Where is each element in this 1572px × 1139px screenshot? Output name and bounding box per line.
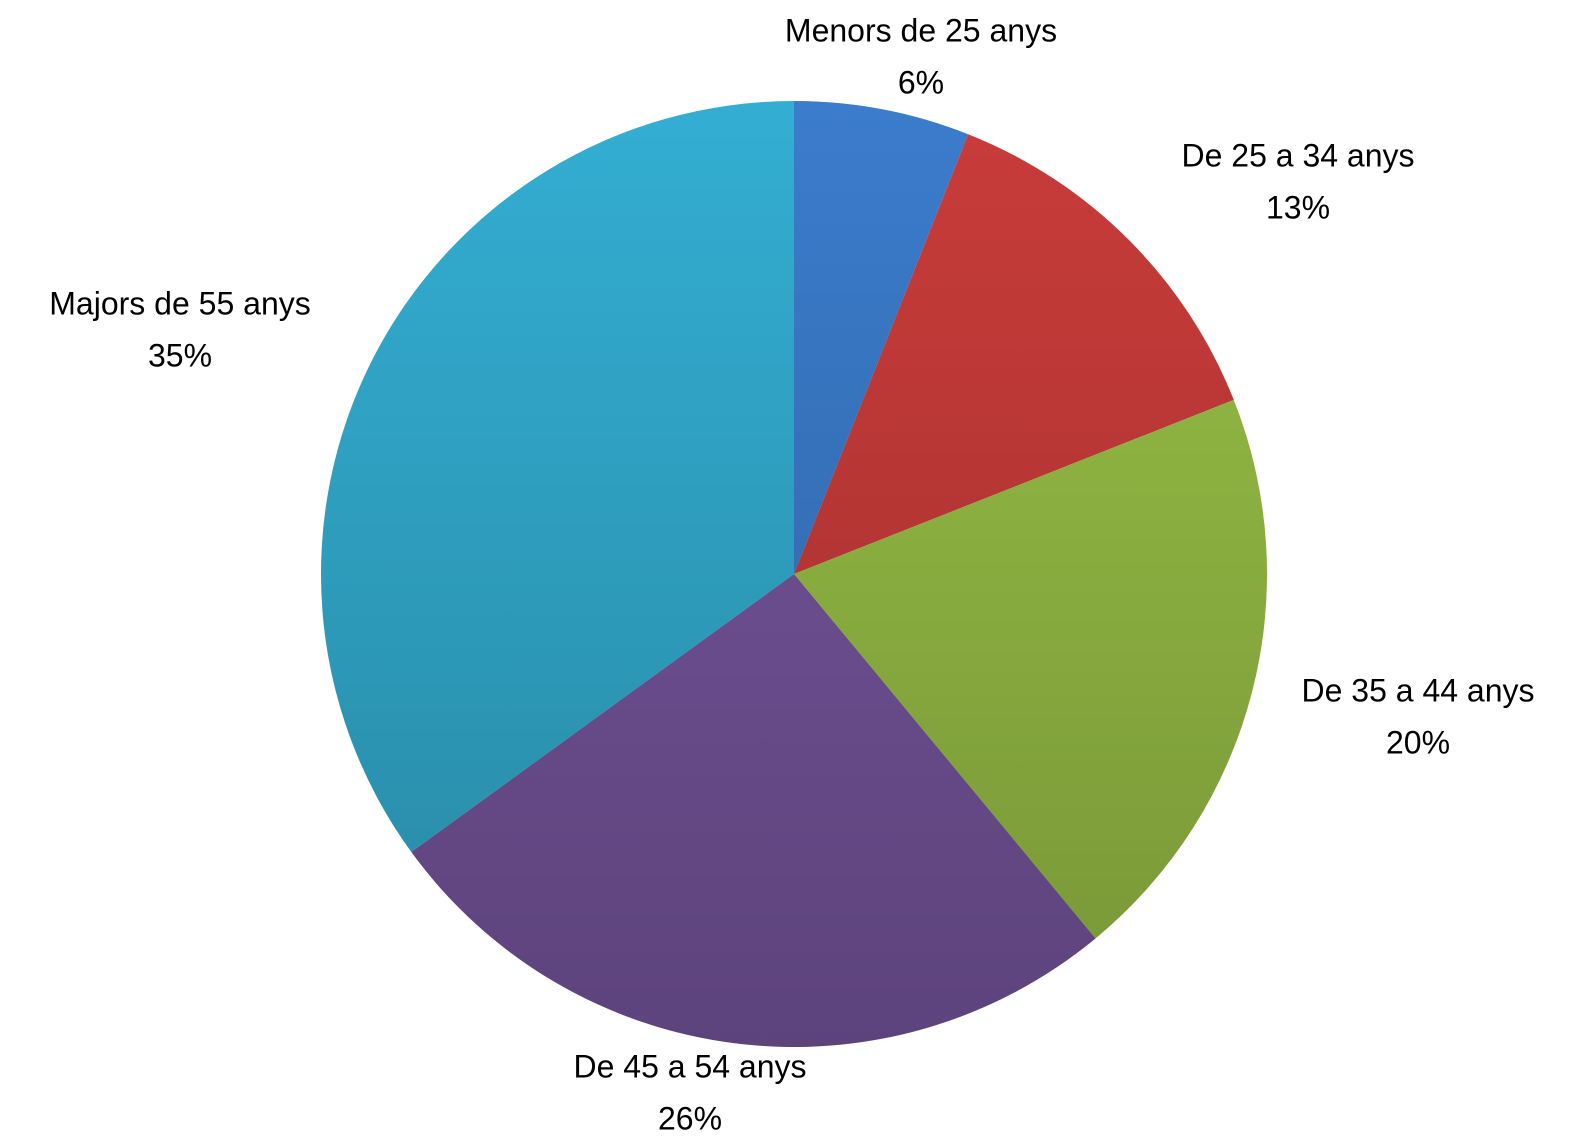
data-label-category: De 45 a 54 anys — [573, 1048, 806, 1084]
data-label-category: De 25 a 34 anys — [1181, 137, 1414, 173]
data-label-category: Majors de 55 anys — [49, 285, 310, 321]
pie — [321, 101, 1267, 1048]
data-label-value: 35% — [148, 337, 212, 373]
data-label-category: De 35 a 44 anys — [1301, 672, 1534, 708]
data-label-value: 13% — [1266, 189, 1330, 225]
data-label-category: Menors de 25 anys — [785, 12, 1057, 48]
data-label-value: 26% — [658, 1100, 722, 1136]
data-label-value: 20% — [1386, 724, 1450, 760]
data-labels: Menors de 25 anys 6% De 25 a 34 anys 13% De … — [49, 12, 1534, 1136]
data-label-value: 6% — [898, 64, 944, 100]
